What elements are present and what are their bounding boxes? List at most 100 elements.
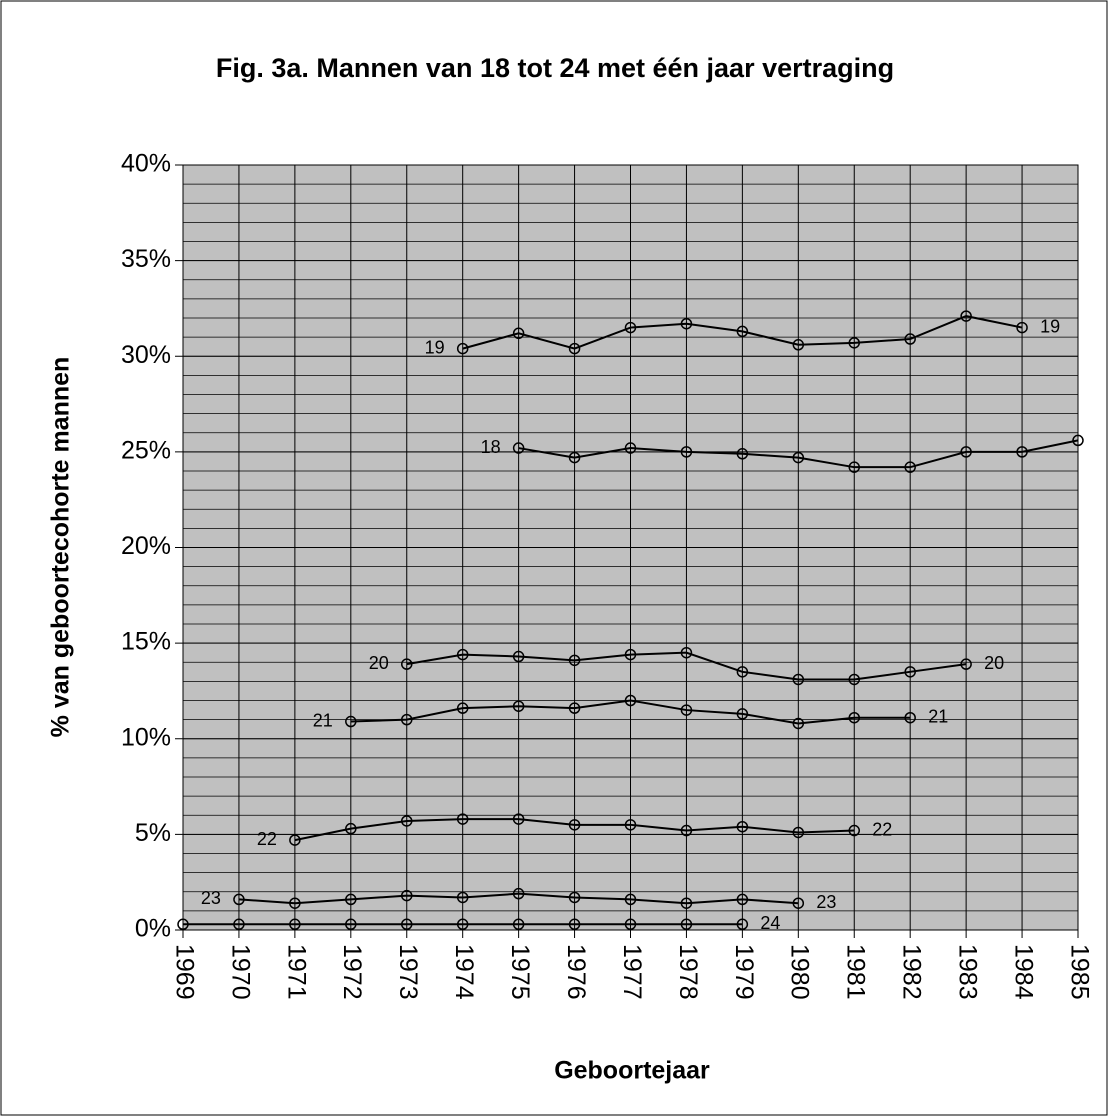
- marker: [960, 446, 972, 458]
- marker: [848, 711, 860, 724]
- y-tick-label: 25%: [121, 436, 171, 464]
- marker: [1072, 434, 1084, 447]
- marker: [512, 327, 525, 340]
- x-tick-label: 1975: [506, 944, 534, 1000]
- marker: [624, 694, 637, 707]
- marker: [736, 893, 749, 906]
- marker: [736, 448, 749, 460]
- series-line: [462, 315, 1023, 350]
- marker: [401, 815, 413, 827]
- marker: [792, 451, 805, 464]
- series-label: 19: [425, 337, 445, 357]
- series-line: [518, 439, 1079, 469]
- marker: [680, 704, 693, 716]
- marker: [960, 310, 972, 322]
- marker: [848, 337, 860, 349]
- marker: [512, 650, 525, 663]
- x-axis-label: Geboortejaar: [554, 1057, 710, 1085]
- marker: [680, 897, 693, 909]
- marker: [904, 333, 916, 345]
- series-label: 22: [257, 829, 277, 849]
- x-tick-label: 1969: [170, 944, 198, 1000]
- marker: [736, 325, 749, 338]
- series-label: 20: [984, 653, 1004, 673]
- marker: [289, 897, 301, 909]
- marker: [401, 658, 413, 670]
- marker: [568, 819, 581, 831]
- marker: [456, 702, 469, 714]
- chart-title: Fig. 3a. Mannen van 18 tot 24 met één ja…: [216, 53, 894, 83]
- marker: [289, 834, 301, 846]
- marker: [1016, 321, 1028, 334]
- marker: [792, 717, 805, 730]
- x-tick-label: 1970: [226, 944, 254, 1000]
- marker: [512, 700, 525, 712]
- x-tick-label: 1972: [338, 944, 366, 1000]
- marker: [289, 918, 301, 931]
- marker: [456, 342, 469, 355]
- marker: [512, 887, 525, 900]
- marker: [792, 826, 805, 839]
- marker: [736, 708, 749, 720]
- x-tick-label: 1981: [842, 944, 870, 1000]
- series-line: [238, 892, 799, 905]
- marker: [624, 321, 637, 334]
- marker: [401, 889, 413, 902]
- x-tick-label: 1976: [562, 944, 590, 1000]
- x-tick-label: 1982: [898, 944, 926, 1000]
- marker: [736, 666, 749, 678]
- marker: [736, 820, 749, 833]
- marker: [401, 918, 413, 931]
- marker: [568, 342, 581, 355]
- marker: [624, 918, 637, 931]
- marker: [512, 918, 525, 931]
- marker: [568, 918, 581, 931]
- series-label: 20: [369, 653, 389, 673]
- x-tick-label: 1985: [1065, 944, 1093, 1000]
- marker: [456, 918, 469, 931]
- marker: [736, 918, 749, 931]
- series-label: 19: [1040, 316, 1060, 336]
- x-tick-label: 1980: [786, 944, 814, 1000]
- marker: [1016, 446, 1028, 458]
- marker: [456, 813, 469, 825]
- marker: [680, 446, 693, 458]
- marker: [792, 897, 805, 909]
- marker: [792, 673, 805, 686]
- series-label: 21: [313, 710, 333, 730]
- marker: [568, 654, 581, 667]
- marker: [456, 648, 469, 661]
- marker: [904, 666, 916, 678]
- marker: [904, 461, 916, 473]
- series-label: 24: [760, 913, 780, 933]
- marker: [345, 822, 357, 835]
- x-tick-label: 1978: [674, 944, 702, 1000]
- marker: [680, 918, 693, 931]
- series-label: 23: [201, 888, 221, 908]
- y-tick-label: 15%: [121, 628, 171, 656]
- marker: [624, 648, 637, 661]
- marker: [512, 442, 525, 454]
- marker: [680, 317, 693, 330]
- x-tick-label: 1974: [450, 944, 478, 1000]
- marker: [568, 891, 581, 904]
- y-axis-label: % van geboortecohorte mannen: [47, 357, 75, 738]
- y-tick-label: 35%: [121, 245, 171, 273]
- series-line: [350, 699, 911, 725]
- marker: [345, 918, 357, 931]
- series-label: 22: [872, 819, 892, 839]
- marker: [456, 891, 469, 904]
- y-tick-label: 0%: [135, 915, 171, 943]
- series-label: 18: [481, 437, 501, 457]
- marker: [568, 702, 581, 714]
- marker: [345, 893, 357, 906]
- y-tick-label: 40%: [121, 150, 171, 178]
- x-tick-label: 1971: [282, 944, 310, 1000]
- y-tick-label: 10%: [121, 723, 171, 751]
- marker: [960, 658, 972, 670]
- marker: [177, 918, 189, 931]
- marker: [233, 893, 245, 906]
- x-tick-label: 1983: [954, 944, 982, 1000]
- marker: [512, 813, 525, 825]
- marker: [848, 673, 860, 686]
